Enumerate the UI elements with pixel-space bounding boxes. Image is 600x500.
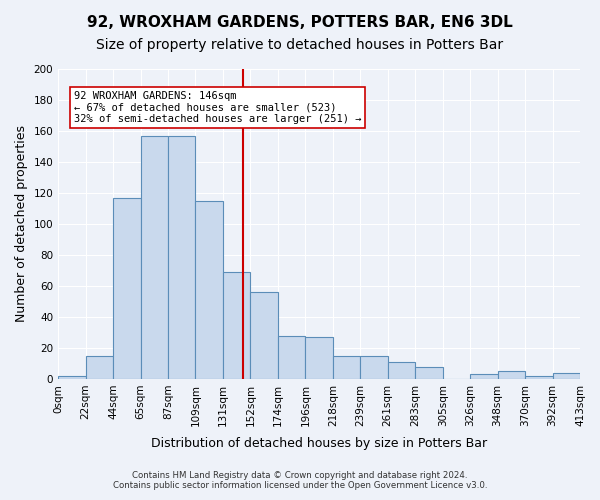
Bar [360, 356, 388, 379]
Bar [333, 356, 360, 379]
Text: Size of property relative to detached houses in Potters Bar: Size of property relative to detached ho… [97, 38, 503, 52]
Bar [305, 337, 333, 379]
Bar [553, 372, 580, 379]
Text: 92, WROXHAM GARDENS, POTTERS BAR, EN6 3DL: 92, WROXHAM GARDENS, POTTERS BAR, EN6 3D… [87, 15, 513, 30]
Bar [250, 292, 278, 379]
Y-axis label: Number of detached properties: Number of detached properties [15, 126, 28, 322]
Bar [58, 376, 86, 379]
Bar [86, 356, 113, 379]
Bar [196, 200, 223, 379]
Bar [415, 366, 443, 379]
Bar [388, 362, 415, 379]
Text: Contains HM Land Registry data © Crown copyright and database right 2024.
Contai: Contains HM Land Registry data © Crown c… [113, 470, 487, 490]
Bar [223, 272, 250, 379]
Bar [525, 376, 553, 379]
Bar [278, 336, 305, 379]
Bar [168, 136, 196, 379]
X-axis label: Distribution of detached houses by size in Potters Bar: Distribution of detached houses by size … [151, 437, 487, 450]
Bar [113, 198, 140, 379]
Bar [497, 371, 525, 379]
Text: 92 WROXHAM GARDENS: 146sqm
← 67% of detached houses are smaller (523)
32% of sem: 92 WROXHAM GARDENS: 146sqm ← 67% of deta… [74, 90, 361, 124]
Bar [140, 136, 168, 379]
Bar [470, 374, 497, 379]
